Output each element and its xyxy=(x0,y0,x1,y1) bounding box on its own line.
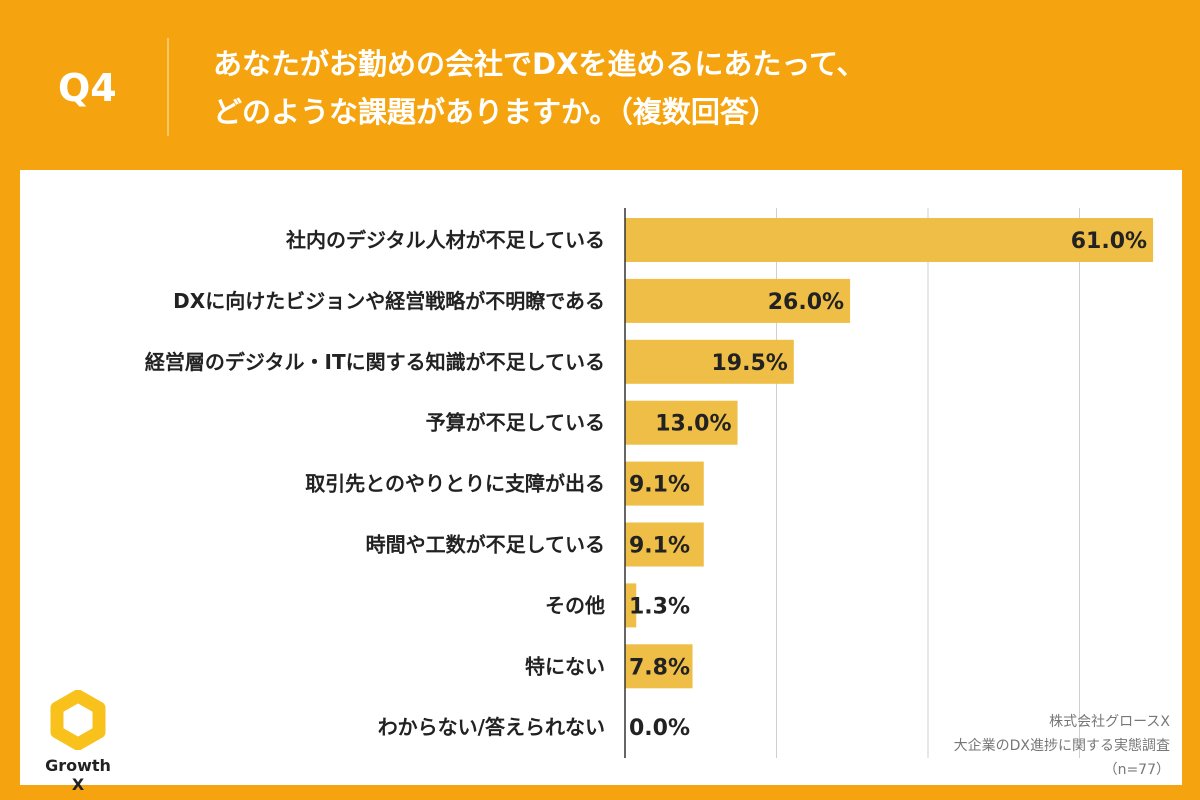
bar xyxy=(625,461,704,506)
logo-text: Growth X xyxy=(45,756,111,794)
bar xyxy=(625,339,794,384)
source-survey: 大企業のDX進捗に関する実態調査 xyxy=(953,738,1170,754)
bar xyxy=(625,400,738,445)
data-label: 7.8% xyxy=(629,655,690,680)
category-label: 取引先とのやりとりに支障が出る xyxy=(305,472,605,496)
logo: Growth X xyxy=(38,689,118,794)
data-label: 19.5% xyxy=(711,351,787,376)
bar xyxy=(625,644,693,689)
category-label: 予算が不足している xyxy=(426,411,605,435)
data-label: 61.0% xyxy=(1071,229,1147,254)
category-label: 経営層のデジタル・ITに関する知識が不足している xyxy=(145,350,605,374)
category-label: 時間や工数が不足している xyxy=(366,533,605,557)
category-label: 社内のデジタル人材が不足している xyxy=(285,228,605,252)
source-company: 株式会社グロースX xyxy=(1049,714,1170,730)
growthx-logo-icon xyxy=(50,689,106,751)
category-label: DXに向けたビジョンや経営戦略が不明瞭である xyxy=(173,289,605,313)
question-number: Q4 xyxy=(58,66,117,110)
title-line-2: どのような課題がありますか。（複数回答） xyxy=(213,95,778,129)
bar xyxy=(625,583,637,628)
chart-panel xyxy=(20,170,1182,785)
page-title: あなたがお勤めの会社でDXを進めるにあたって、 どのような課題がありますか。（複… xyxy=(213,40,866,136)
category-label: わからない/答えられない xyxy=(378,715,605,739)
bar xyxy=(625,278,851,323)
data-label: 1.3% xyxy=(629,594,690,619)
data-label: 9.1% xyxy=(629,473,690,498)
bar xyxy=(625,522,704,567)
data-label: 0.0% xyxy=(629,716,690,741)
bar xyxy=(625,218,1154,262)
sample-size: （n=77） xyxy=(1103,762,1170,778)
category-label: 特にない xyxy=(525,654,605,678)
title-line-1: あなたがお勤めの会社でDXを進めるにあたって、 xyxy=(213,47,866,81)
header-divider xyxy=(167,38,169,136)
source-note: 株式会社グロースX 大企業のDX進捗に関する実態調査 （n=77） xyxy=(954,710,1170,782)
data-label: 26.0% xyxy=(768,290,844,315)
category-label: その他 xyxy=(545,593,605,617)
data-label: 13.0% xyxy=(655,412,731,437)
data-label: 9.1% xyxy=(629,534,690,559)
